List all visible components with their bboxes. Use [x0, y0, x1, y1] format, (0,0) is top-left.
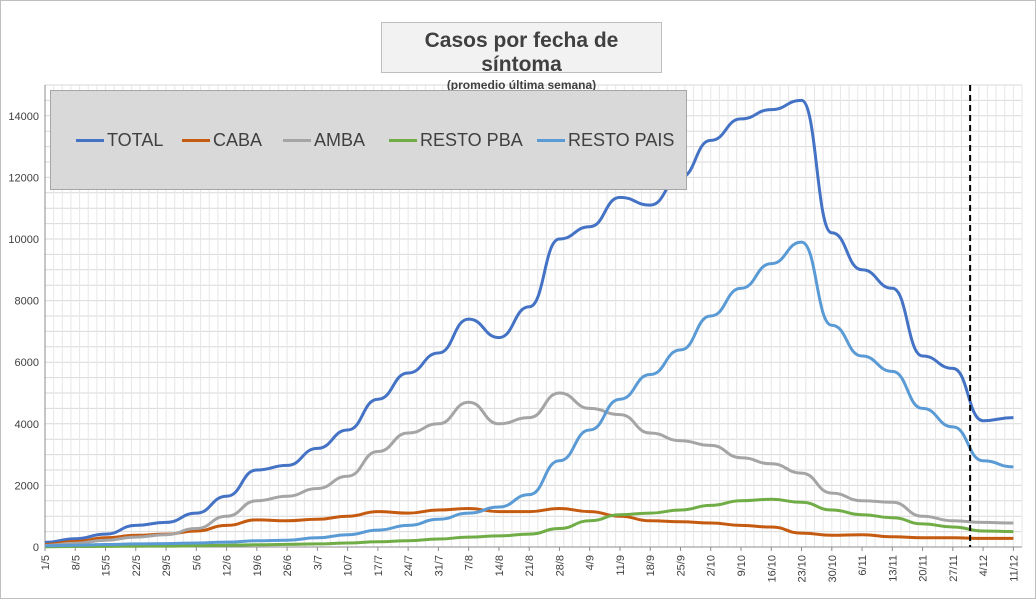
x-tick-label: 12/6 — [222, 555, 234, 576]
x-tick-label: 14/8 — [494, 555, 506, 576]
x-tick-label: 25/9 — [675, 555, 687, 576]
x-tick-label: 17/7 — [373, 555, 385, 576]
x-tick-label: 10/7 — [343, 555, 355, 576]
y-tick-label: 10000 — [8, 234, 39, 246]
legend-item-amba: AMBA — [283, 129, 365, 151]
x-tick-label: 16/10 — [766, 555, 778, 583]
x-tick-label: 21/8 — [524, 555, 536, 576]
legend-label-resto-pais: RESTO PAIS — [568, 129, 675, 150]
x-tick-label: 5/6 — [191, 555, 203, 570]
x-tick-label: 28/8 — [554, 555, 566, 576]
x-tick-label: 22/5 — [131, 555, 143, 576]
y-tick-label: 6000 — [15, 357, 39, 369]
chart-subtitle: (promedio última semana) — [446, 78, 597, 92]
x-tick-label: 3/7 — [312, 555, 324, 570]
x-tick-label: 27/11 — [948, 555, 960, 582]
legend-swatch-caba — [182, 138, 210, 142]
legend: TOTAL CABA AMBA RESTO PBA RESTO PAIS — [50, 90, 687, 190]
y-tick-label: 14000 — [8, 111, 39, 123]
x-tick-label: 9/10 — [736, 555, 748, 576]
legend-label-amba: AMBA — [314, 129, 366, 150]
legend-item-total: TOTAL — [76, 129, 163, 151]
legend-item-caba: CABA — [182, 129, 262, 151]
x-tick-label: 18/9 — [645, 555, 657, 576]
x-tick-label: 7/8 — [464, 555, 476, 570]
y-tick-label: 0 — [33, 542, 39, 554]
x-tick-label: 13/11 — [887, 555, 899, 582]
y-tick-label: 4000 — [15, 419, 39, 431]
chart-title-box: Casos por fecha de síntoma (promedio últ… — [381, 22, 662, 92]
legend-item-resto-pais: RESTO PAIS — [537, 129, 674, 151]
y-tick-label: 8000 — [15, 296, 39, 308]
legend-label-total: TOTAL — [107, 129, 164, 150]
x-tick-label: 2/10 — [706, 555, 718, 576]
x-tick-label: 4/12 — [978, 555, 990, 576]
series-line-caba — [44, 507, 1014, 546]
series-line-amba — [44, 391, 1014, 547]
x-tick-label: 1/5 — [40, 555, 52, 570]
x-tick-label: 15/5 — [101, 555, 113, 576]
legend-label-caba: CABA — [213, 129, 263, 150]
x-tick-label: 6/11 — [857, 555, 869, 576]
x-tick-label: 31/7 — [433, 555, 445, 576]
y-tick-label: 12000 — [8, 172, 39, 184]
legend-swatch-amba — [283, 138, 311, 142]
x-tick-label: 11/9 — [615, 555, 627, 576]
x-tick-label: 24/7 — [403, 555, 415, 576]
x-tick-label: 20/11 — [918, 555, 930, 582]
series-line-resto-pba — [44, 497, 1014, 549]
x-tick-label: 11/12 — [1008, 555, 1020, 582]
x-tick-label: 4/9 — [585, 555, 597, 570]
legend-swatch-resto-pais — [537, 138, 565, 142]
x-tick-label: 30/10 — [827, 555, 839, 583]
series-line-total — [44, 98, 1014, 544]
y-tick-label: 2000 — [15, 480, 39, 492]
legend-swatch-total — [76, 138, 104, 142]
x-tick-label: 23/10 — [797, 555, 809, 583]
chart-title: Casos por fecha de síntoma — [424, 29, 619, 76]
legend-item-resto-pba: RESTO PBA — [389, 129, 523, 151]
x-tick-label: 8/5 — [70, 555, 82, 570]
legend-swatch-resto-pba — [389, 138, 417, 142]
series-line-resto-pais — [44, 240, 1014, 548]
x-tick-label: 19/6 — [252, 555, 264, 576]
x-tick-label: 29/5 — [161, 555, 173, 576]
legend-label-resto-pba: RESTO PBA — [420, 129, 523, 150]
x-tick-label: 26/6 — [282, 555, 294, 576]
